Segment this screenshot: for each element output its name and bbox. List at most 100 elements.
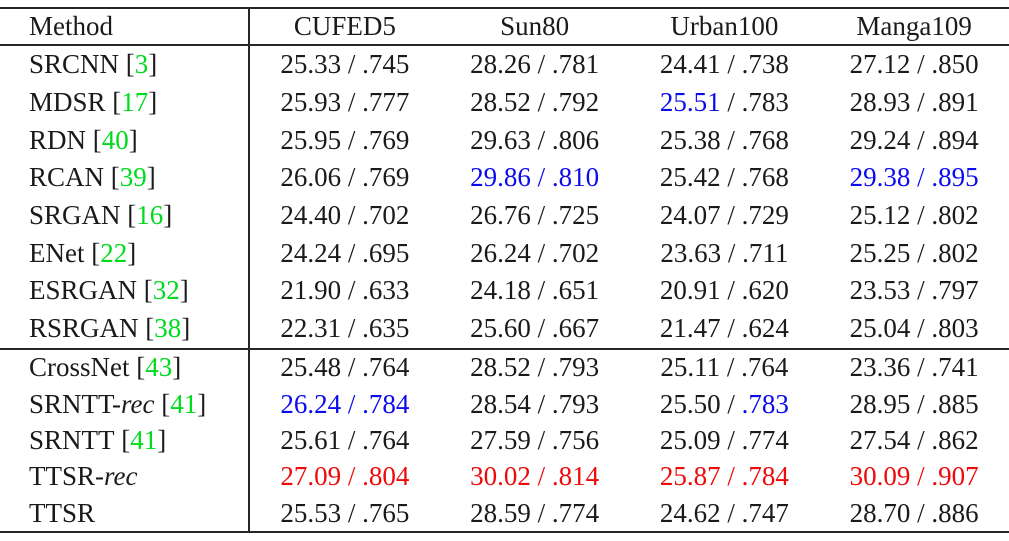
psnr-ssim-separator: /	[341, 424, 363, 455]
metric-cell: 25.51 / .783	[630, 84, 820, 122]
psnr-value: 24.18	[470, 275, 531, 306]
ssim-value: .886	[931, 497, 979, 528]
citation-number: 41	[170, 388, 198, 419]
metric-cell: 28.70 / .886	[819, 495, 1009, 531]
psnr-value: 28.70	[849, 497, 911, 528]
citation-number: 43	[145, 352, 173, 383]
citation-bracket-close: ]	[163, 200, 173, 231]
psnr-value: 25.51	[659, 87, 721, 118]
ssim-value: .745	[362, 49, 410, 80]
psnr-ssim-separator: /	[341, 313, 363, 344]
metric-cell: 25.11 / .764	[630, 350, 820, 386]
psnr-value: 27.09	[280, 461, 342, 492]
psnr-value: 21.47	[659, 313, 721, 344]
citation-bracket-close: ]	[148, 87, 158, 118]
metric-cell: 25.25 / .802	[819, 234, 1009, 272]
ssim-value: .635	[362, 313, 410, 344]
psnr-ssim-separator: /	[341, 124, 363, 155]
psnr-value: 26.24	[470, 237, 531, 268]
citation-bracket-open: [	[137, 275, 153, 306]
psnr-value: 30.02	[470, 461, 531, 492]
psnr-ssim-separator: /	[530, 424, 552, 455]
ssim-value: .764	[362, 352, 410, 383]
psnr-ssim-separator: /	[910, 200, 932, 231]
citation-bracket-open: [	[154, 388, 171, 419]
metric-cell: 29.86 / .810	[440, 159, 630, 197]
citation-bracket-open: [	[84, 237, 101, 268]
metric-cell: 30.09 / .907	[819, 459, 1009, 495]
psnr-value: 25.25	[849, 237, 911, 268]
citation-bracket-open: [	[105, 87, 122, 118]
psnr-value: 25.95	[280, 124, 342, 155]
ssim-value: .764	[741, 352, 789, 383]
citation-bracket-open: [	[120, 200, 137, 231]
citation-bracket-close: ]	[179, 275, 189, 306]
table-section-refsr-methods: CrossNet [43] 25.48 / .764 28.52 / .793 25.…	[0, 349, 1009, 532]
metric-cell: 25.95 / .769	[250, 121, 440, 159]
ssim-value: .792	[551, 87, 600, 118]
psnr-value: 28.59	[470, 497, 531, 528]
psnr-ssim-separator: /	[530, 124, 552, 155]
metric-cell: 25.87 / .784	[630, 459, 820, 495]
citation-bracket-close: ]	[127, 237, 137, 268]
metric-cell: 26.76 / .725	[440, 197, 630, 235]
psnr-ssim-separator: /	[341, 237, 363, 268]
method-cell: SRCNN [3]	[0, 46, 250, 84]
method-cell: TTSR	[0, 495, 250, 532]
ssim-value: .725	[551, 200, 600, 231]
psnr-ssim-separator: /	[720, 200, 742, 231]
metric-cell: 24.40 / .702	[250, 197, 440, 235]
table-row: RSRGAN [38] 22.31 / .635 25.60 / .667 21.47…	[0, 309, 1009, 348]
psnr-ssim-separator: /	[720, 497, 742, 528]
psnr-ssim-separator: /	[341, 461, 363, 492]
ssim-value: .803	[931, 313, 979, 344]
metric-cell: 24.24 / .695	[250, 234, 440, 272]
psnr-value: 28.93	[849, 87, 911, 118]
ssim-value: .633	[362, 275, 410, 306]
psnr-ssim-separator: /	[721, 237, 743, 268]
ssim-value: .895	[931, 162, 979, 193]
metric-cell: 29.38 / .895	[819, 159, 1009, 197]
psnr-value: 25.61	[280, 424, 342, 455]
citation-bracket-close: ]	[181, 313, 191, 344]
psnr-ssim-separator: /	[720, 388, 742, 419]
metric-cell: 25.93 / .777	[250, 84, 440, 122]
psnr-value: 25.33	[280, 49, 342, 80]
psnr-value: 26.06	[280, 162, 342, 193]
psnr-value: 21.90	[280, 275, 342, 306]
psnr-value: 25.42	[659, 162, 721, 193]
table-row: SRNTT-rec [41] 26.24 / .784 28.54 / .793 25…	[0, 385, 1009, 423]
metric-cell: 27.54 / .862	[819, 422, 1009, 458]
psnr-value: 29.38	[849, 162, 911, 193]
ssim-value: .783	[741, 87, 789, 118]
psnr-value: 20.91	[659, 275, 721, 306]
psnr-value: 25.60	[470, 313, 531, 344]
psnr-value: 28.26	[470, 49, 531, 80]
dataset-header-cufed5: CUFED5	[293, 11, 396, 41]
citation-bracket-open: [	[129, 352, 146, 383]
table-row: MDSR [17] 25.93 / .777 28.52 / .792 25.51 /…	[0, 83, 1009, 122]
psnr-value: 26.24	[280, 388, 342, 419]
dataset-header-sun80: Sun80	[500, 11, 570, 41]
psnr-value: 25.09	[659, 424, 721, 455]
ssim-value: .651	[551, 275, 600, 306]
psnr-ssim-separator: /	[530, 49, 552, 80]
psnr-value: 28.95	[849, 388, 911, 419]
citation-bracket-close: ]	[157, 424, 167, 455]
ssim-value: .894	[931, 124, 979, 155]
ssim-value: .850	[931, 49, 979, 80]
citation-bracket-close: ]	[128, 124, 138, 155]
psnr-ssim-separator: /	[720, 162, 742, 193]
citation-bracket-close: ]	[148, 49, 158, 80]
ssim-value: .885	[931, 388, 979, 419]
citation-bracket-close: ]	[197, 388, 207, 419]
metric-cell: 25.33 / .745	[250, 46, 440, 84]
method-name: ENet	[29, 237, 85, 268]
citation-number: 41	[130, 424, 158, 455]
metric-cell: 29.63 / .806	[440, 121, 630, 159]
citation-number: 22	[100, 237, 128, 268]
ssim-value: .793	[551, 388, 600, 419]
method-name: SRNTT-	[29, 388, 122, 419]
psnr-ssim-separator: /	[720, 424, 742, 455]
